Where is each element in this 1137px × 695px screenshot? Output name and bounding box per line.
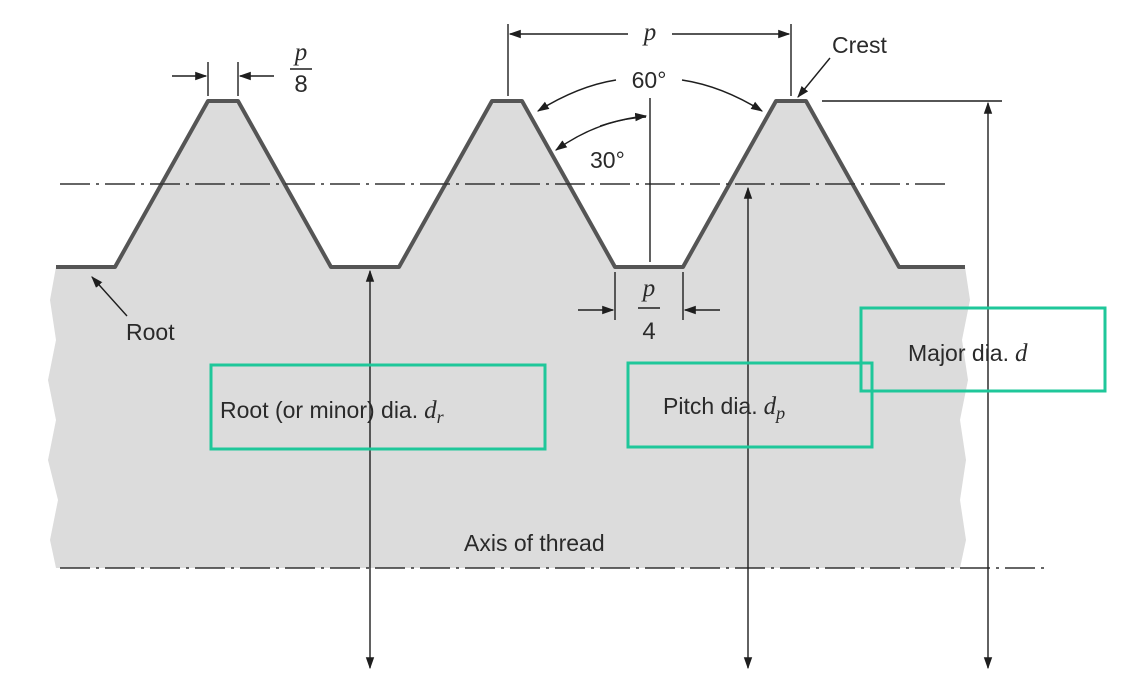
angle-60-arc-left bbox=[536, 79, 617, 112]
root-dia-highlight-box bbox=[209, 363, 547, 451]
major-dia-label: Major dia. d bbox=[908, 340, 1028, 367]
crest-label: Crest bbox=[832, 32, 888, 58]
root-width-numerator: p bbox=[641, 275, 656, 302]
major-dia-symbol: d bbox=[1015, 340, 1028, 367]
angle-60-arc-right bbox=[681, 79, 764, 112]
axis-label: Axis of thread bbox=[464, 530, 605, 556]
pitch-dia-subscript: p bbox=[774, 403, 785, 423]
pitch-dia-text: Pitch dia. bbox=[663, 393, 758, 419]
crest-leader bbox=[797, 57, 831, 98]
pitch-dia-highlight-box bbox=[626, 361, 874, 449]
crest-width-numerator: p bbox=[293, 39, 308, 66]
thread-profile bbox=[56, 99, 965, 269]
root-dia-text: Root (or minor) dia. bbox=[220, 397, 418, 423]
major-dia-text: Major dia. bbox=[908, 340, 1009, 366]
root-dia-subscript: r bbox=[437, 407, 445, 427]
pitch-dia-symbol: d bbox=[764, 393, 777, 420]
angle-30-arc-end bbox=[599, 112, 648, 127]
pitch-label: p bbox=[642, 19, 657, 46]
root-leader bbox=[91, 276, 128, 317]
root-dia-label: Root (or minor) dia. dr bbox=[220, 397, 445, 427]
thread-body bbox=[48, 101, 970, 568]
major-dia-highlight-box bbox=[859, 306, 1107, 393]
root-dia-symbol: d bbox=[424, 397, 437, 424]
crest-width-denominator: 8 bbox=[294, 71, 307, 98]
angle-30-label: 30° bbox=[590, 147, 625, 173]
root-width-denominator: 4 bbox=[642, 318, 655, 345]
root-label: Root bbox=[126, 319, 175, 345]
angle-30-arc bbox=[555, 116, 647, 151]
angle-60-label: 60° bbox=[632, 67, 667, 93]
pitch-dia-label: Pitch dia. dp bbox=[663, 393, 785, 423]
